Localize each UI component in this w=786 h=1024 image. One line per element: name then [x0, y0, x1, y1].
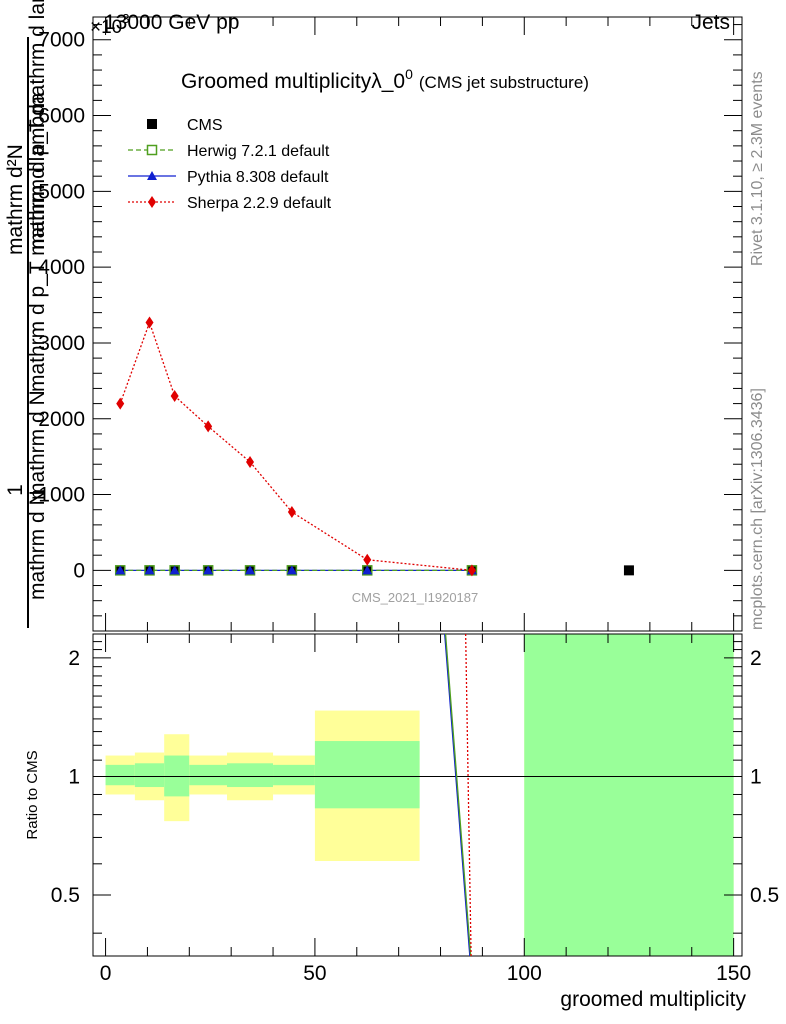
exponent-power: 3	[122, 11, 129, 26]
analysis-watermark: CMS_2021_I1920187	[352, 590, 479, 605]
sherpa-line	[119, 320, 472, 572]
sherpa-point-1	[145, 316, 154, 329]
y-label-numerator-one: 1	[4, 484, 27, 496]
legend-entry-1: Herwig 7.2.1 default	[128, 143, 330, 160]
y-label-numerator-two: mathrm d²N	[4, 144, 27, 255]
x-tick-label-3: 150	[716, 962, 751, 985]
legend-label-2: Pythia 8.308 default	[187, 169, 329, 186]
exponent-base: ×10	[90, 17, 122, 38]
legend-label-0: CMS	[187, 117, 223, 134]
y-label-overlap-two: mathrm d p_T mathrm d lambda	[26, 0, 49, 250]
ratio-band-inner-1	[134, 763, 165, 788]
ratio-band-inner-7	[524, 634, 734, 956]
pythia-point-6	[362, 565, 373, 575]
ratio-band-inner-3	[189, 764, 227, 786]
x-tick-label-2: 100	[507, 962, 542, 985]
ratio-y-tick-label-right-2: 2	[750, 647, 762, 670]
ratio-lines	[444, 633, 472, 957]
main-y-tick-label-3: 3000	[38, 332, 85, 355]
legend-marker-2	[147, 171, 157, 180]
main-y-tick-label-4: 4000	[38, 256, 85, 279]
ratio-line-1	[444, 633, 472, 957]
rivet-label: Rivet 3.1.10, ≥ 2.3M events	[749, 71, 766, 266]
main-y-tick-label-1: 1000	[38, 484, 85, 507]
sherpa-point-5	[287, 505, 296, 518]
main-y-tick-label-7: 7000	[38, 29, 85, 52]
legend-entry-3: Sherpa 2.2.9 default	[128, 195, 332, 212]
ratio-y-tick-label-right-1: 1	[750, 765, 762, 788]
main-y-tick-label-6: 6000	[38, 105, 85, 128]
exponent-label: ×103	[90, 11, 129, 38]
main-y-tick-label-2: 2000	[38, 408, 85, 431]
ratio-y-tick-label-right-0: 0.5	[750, 884, 779, 907]
sherpa-point-0	[116, 397, 125, 410]
ratio-plot-frame	[92, 633, 743, 957]
ratio-y-axis-label: Ratio to CMS	[24, 750, 41, 839]
sherpa-point-7	[467, 564, 476, 577]
sherpa-point-6	[363, 553, 372, 566]
pythia-point-4	[245, 565, 256, 575]
pythia-point-3	[203, 565, 214, 575]
ratio-band-inner-4	[226, 763, 274, 788]
x-tick-label-1: 50	[303, 962, 326, 985]
pythia-point-2	[169, 565, 180, 575]
legend-label-3: Sherpa 2.2.9 default	[187, 195, 332, 212]
ratio-y-tick-label-left-2: 2	[68, 647, 80, 670]
ratio-line-2	[465, 633, 472, 957]
main-y-tick-label-5: 5000	[38, 180, 85, 203]
legend-label-1: Herwig 7.2.1 default	[187, 143, 330, 160]
y-axis-label: 1 mathrm d N mathrm d²N mathrm d p_T mat…	[4, 0, 49, 628]
sherpa-point-4	[246, 455, 255, 468]
x-tick-label-0: 0	[100, 962, 112, 985]
mcplots-label: mcplots.cern.ch [arXiv:1306.3436]	[749, 388, 766, 630]
sherpa-point-3	[204, 420, 213, 433]
cms-point-8	[623, 565, 634, 576]
chart-title-main: Groomed multiplicityλ_0	[181, 70, 405, 93]
ratio-y-tick-label-left-0: 0.5	[51, 884, 80, 907]
legend-entry-2: Pythia 8.308 default	[128, 169, 329, 186]
ratio-y-tick-label-left-1: 1	[68, 765, 80, 788]
y-label-denominator-two: mathrm d p_T mathrm d lambda	[26, 92, 49, 392]
main-plot-frame	[92, 16, 743, 632]
pythia-point-1	[144, 565, 155, 575]
x-axis-label: groomed multiplicity	[560, 988, 746, 1011]
category-label: Jets	[691, 11, 730, 34]
main-series	[114, 316, 634, 577]
pythia-point-5	[286, 565, 297, 575]
main-axes: 0 1000 2000 3000 4000 5000 6000 7000	[38, 17, 742, 632]
sherpa-point-2	[170, 390, 179, 403]
legend: CMS Herwig 7.2.1 default Pythia 8.308 defa…	[128, 117, 332, 212]
ratio-band-inner-5	[273, 764, 315, 786]
chart-title-sub: (CMS jet substructure)	[419, 73, 589, 92]
legend-marker-3	[148, 196, 156, 208]
chart-title: Groomed multiplicityλ_00 (CMS jet substru…	[181, 66, 589, 93]
ratio-line-0	[444, 633, 471, 957]
pythia-point-0	[115, 565, 126, 575]
y-label-denominator-one: mathrm d N	[26, 490, 49, 600]
ratio-band-inner-6	[314, 741, 420, 809]
legend-entry-0: CMS	[147, 117, 223, 134]
ratio-band-inner-0	[105, 764, 135, 786]
ratio-bands	[105, 634, 734, 956]
legend-marker-0	[147, 119, 157, 129]
main-y-tick-label-0: 0	[73, 559, 85, 582]
ratio-axes: 0.5 0.5 1 1 2 2 0 50 100 150	[51, 634, 779, 985]
y-label-overlap-one: mathrm d N	[26, 390, 49, 500]
legend-marker-1	[146, 144, 158, 156]
chart-title-sup: 0	[405, 66, 413, 82]
